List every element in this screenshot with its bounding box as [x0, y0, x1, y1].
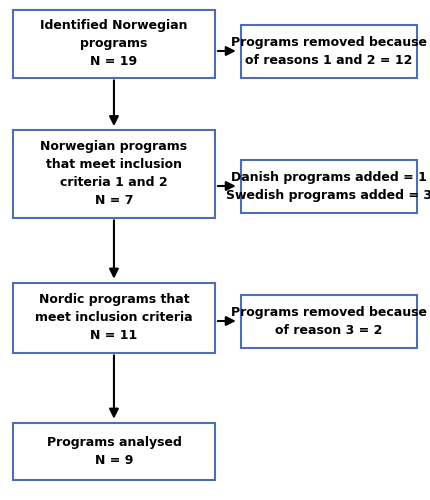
Text: Nordic programs that
meet inclusion criteria
N = 11: Nordic programs that meet inclusion crit…: [35, 293, 193, 342]
Text: Danish programs added = 1
Swedish programs added = 3: Danish programs added = 1 Swedish progra…: [226, 171, 430, 202]
Text: Programs analysed
N = 9: Programs analysed N = 9: [46, 436, 181, 467]
FancyBboxPatch shape: [241, 160, 417, 212]
Text: Programs removed because
of reason 3 = 2: Programs removed because of reason 3 = 2: [231, 306, 427, 337]
Text: Identified Norwegian
programs
N = 19: Identified Norwegian programs N = 19: [40, 19, 188, 68]
Text: Programs removed because
of reasons 1 and 2 = 12: Programs removed because of reasons 1 an…: [231, 36, 427, 66]
FancyBboxPatch shape: [13, 10, 215, 78]
Text: Norwegian programs
that meet inclusion
criteria 1 and 2
N = 7: Norwegian programs that meet inclusion c…: [40, 140, 187, 207]
FancyBboxPatch shape: [241, 25, 417, 78]
FancyBboxPatch shape: [241, 295, 417, 348]
FancyBboxPatch shape: [13, 130, 215, 218]
FancyBboxPatch shape: [13, 422, 215, 480]
FancyBboxPatch shape: [13, 282, 215, 352]
